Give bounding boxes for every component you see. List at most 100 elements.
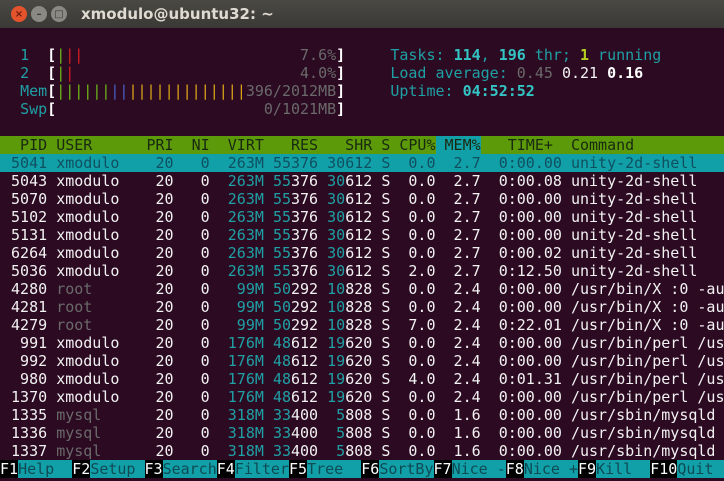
close-window-button[interactable]: × [11,6,27,22]
process-shr: 19620 [327,388,372,406]
process-priority: 20 [137,208,174,226]
process-cpu: 4.0 [399,370,436,388]
column-header-pri[interactable]: PRI [146,136,174,154]
process-row[interactable]: 4280 root 20 0 99M 50292 10828 S 0.0 2.4… [2,280,724,298]
text [210,244,219,262]
text [481,244,490,262]
column-header-cpu[interactable]: CPU% [390,136,436,154]
process-list[interactable]: 5041 xmodulo 20 0 263M 55376 30612 S 0.0… [0,154,724,460]
process-user: root [56,316,138,334]
column-header-shr[interactable]: SHR [318,136,373,154]
function-key-f9[interactable]: F9Kill [578,460,651,478]
process-time: 0:00.00 [489,226,562,244]
column-header-res[interactable]: RES [263,136,319,154]
process-cpu: 0.0 [399,352,436,370]
process-state: S [381,352,391,370]
digits-units: 376 [291,154,319,172]
column-header-virt[interactable]: VIRT [209,136,264,154]
process-state: S [381,406,391,424]
process-nice: 0 [173,352,210,370]
process-row[interactable]: 980 xmodulo 20 0 176M 48612 19620 S 4.0 … [2,370,724,388]
process-res: 48612 [273,388,318,406]
text [372,298,381,316]
process-row[interactable]: 5041 xmodulo 20 0 263M 55376 30612 S 0.0… [0,154,724,172]
column-header-command[interactable]: Command [570,136,635,154]
process-row[interactable]: 5036 xmodulo 20 0 263M 55376 30612 S 2.0… [2,262,724,280]
column-header-time[interactable]: TIME+ [480,136,553,154]
digits-thousands: 48 [272,370,291,388]
process-row[interactable]: 6264 xmodulo 20 0 263M 55376 30612 S 0.0… [2,244,724,262]
process-user: mysql [56,406,138,424]
process-row[interactable]: 5070 xmodulo 20 0 263M 55376 30612 S 0.0… [2,190,724,208]
text [481,406,490,424]
text [264,406,273,424]
process-time: 0:00.00 [489,388,562,406]
meter-bar: | [155,82,165,100]
process-row[interactable]: 1370 xmodulo 20 0 176M 48612 19620 S 0.0… [2,388,724,406]
function-key-f4[interactable]: F4Filter [216,460,289,478]
text [436,352,445,370]
column-header[interactable]: PID USER PRI NI VIRT RES SHR S CPU% MEM%… [0,136,724,154]
process-row[interactable]: 1335 mysql 20 0 318M 33400 5808 S 0.0 1.… [2,406,724,424]
function-key-code: F2 [72,460,91,478]
process-user: xmodulo [56,388,138,406]
process-command: /usr/bin/X :0 -au [570,316,724,334]
process-user: xmodulo [56,370,138,388]
text [562,424,571,442]
maximize-window-button[interactable]: □ [51,6,67,22]
process-row[interactable]: 5131 xmodulo 20 0 263M 55376 30612 S 0.0… [2,226,724,244]
text [481,262,490,280]
process-command: /usr/sbin/mysqld [570,442,716,460]
column-header-mem[interactable]: MEM% [435,136,481,154]
column-header-pid[interactable]: PID [2,136,57,154]
process-row[interactable]: 5043 xmodulo 20 0 263M 55376 30612 S 0.0… [2,172,724,190]
process-pid: 992 [2,352,48,370]
digits-thousands: 33 [272,406,291,424]
column-header-ni[interactable]: NI [173,136,210,154]
process-row[interactable]: 4281 root 20 0 99M 50292 10828 S 0.0 2.4… [2,298,724,316]
process-row[interactable]: 992 xmodulo 20 0 176M 48612 19620 S 0.0 … [2,352,724,370]
process-row[interactable]: 5102 xmodulo 20 0 263M 55376 30612 S 0.0… [2,208,724,226]
process-res: 50292 [273,316,318,334]
meter-value: 4.0% [300,64,337,82]
process-row[interactable]: 1337 mysql 20 0 318M 33400 5808 S 0.0 1.… [2,442,724,460]
minimize-window-button[interactable]: – [31,6,47,22]
running-label: running [589,46,662,64]
function-key-f5[interactable]: F5Tree [289,460,362,478]
function-key-label: Quit [677,460,724,478]
process-priority: 20 [137,442,174,460]
process-row[interactable]: 1336 mysql 20 0 318M 33400 5808 S 0.0 1.… [2,424,724,442]
function-key-f2[interactable]: F2Setup [72,460,145,478]
text [47,154,56,172]
function-key-f3[interactable]: F3Search [144,460,217,478]
process-row[interactable]: 4279 root 20 0 99M 50292 10828 S 7.0 2.4… [2,316,724,334]
text [210,334,219,352]
meter-bar: | [209,82,219,100]
column-header-user[interactable]: USER [56,136,147,154]
meter-value: 0/1021MB [263,100,337,118]
function-key-f7[interactable]: F7Nice - [433,460,506,478]
process-pid: 6264 [2,244,48,262]
text [481,172,490,190]
digits-units: 612 [345,172,373,190]
text [372,280,381,298]
text [372,190,381,208]
process-user: xmodulo [56,262,138,280]
text [210,226,219,244]
column-header-s[interactable]: S [372,136,391,154]
process-nice: 0 [173,226,210,244]
function-key-f10[interactable]: F10Quit [650,460,724,478]
digits-thousands: 55 [272,226,291,244]
process-row[interactable]: 991 xmodulo 20 0 176M 48612 19620 S 0.0 … [2,334,724,352]
function-key-f6[interactable]: F6SortBy [361,460,434,478]
terminal[interactable]: 1 [||| 7.6%] Tasks: 114, 196 thr; 1 runn… [0,28,724,478]
text [47,172,56,190]
function-key-f1[interactable]: F1Help [0,460,73,478]
function-key-label: Help [18,460,73,478]
digits-thousands: 55 [272,190,291,208]
function-key-f8[interactable]: F8Nice + [505,460,578,478]
process-virt: 318M [218,406,264,424]
digits-units: 292 [291,298,319,316]
meter-bar: | [101,82,111,100]
text [562,280,571,298]
